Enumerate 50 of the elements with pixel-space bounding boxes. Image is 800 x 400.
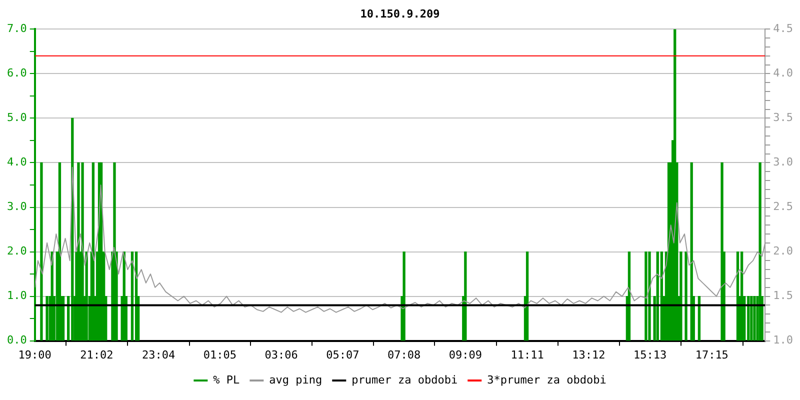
y2-tick-label: 3.0 [773, 156, 794, 169]
y2-tick-label: 4.0 [773, 66, 794, 80]
y-tick-label: 7.0 [6, 22, 27, 36]
y-tick-label: 6.0 [6, 66, 27, 80]
bar [402, 251, 406, 341]
x-tick-label: 19:00 [18, 348, 52, 362]
bar [40, 162, 43, 341]
y2-tick-label: 2.5 [773, 200, 794, 214]
x-tick-label: 17:15 [695, 348, 728, 362]
bar [758, 162, 762, 341]
y2-tick-label: 1.5 [773, 289, 794, 302]
y-tick-label: 1.0 [6, 289, 27, 302]
y2-tick-label: 2.0 [773, 244, 794, 258]
bar [648, 251, 651, 341]
x-tick-label: 01:05 [203, 348, 237, 362]
y2-tick-label: 1.0 [773, 334, 794, 347]
y-tick-label: 4.0 [6, 156, 27, 169]
x-tick-label: 23:04 [142, 348, 176, 362]
bar [644, 251, 648, 341]
bar [750, 296, 753, 341]
y2-tick-label: 3.5 [773, 111, 794, 124]
y-tick-label: 5.0 [6, 111, 27, 124]
x-tick-label: 09:09 [448, 348, 482, 362]
bar [113, 162, 116, 341]
bar [77, 162, 80, 341]
x-tick-label: 13:12 [572, 348, 606, 362]
bar [81, 162, 84, 341]
bar [464, 251, 467, 341]
y-tick-label: 3.0 [6, 200, 27, 214]
legend-label: 3*prumer za obdobi [487, 373, 606, 386]
y-tick-label: 2.0 [6, 244, 27, 258]
legend-label: avg ping [269, 373, 322, 386]
y2-tick-label: 4.5 [773, 22, 794, 36]
x-tick-label: 07:08 [387, 348, 421, 362]
bar [753, 296, 756, 341]
bar [656, 251, 659, 341]
bar [740, 251, 744, 341]
bar [526, 251, 529, 341]
x-tick-label: 05:07 [326, 348, 360, 362]
bar [684, 251, 688, 341]
bar [46, 296, 48, 341]
y-tick-label: 0.0 [6, 334, 27, 347]
chart-title: 10.150.9.209 [360, 7, 440, 20]
x-tick-label: 11:11 [510, 348, 544, 362]
legend-label: % PL [213, 373, 240, 386]
x-tick-label: 15:13 [633, 348, 667, 362]
x-tick-label: 03:06 [264, 348, 298, 362]
bar [720, 162, 724, 341]
legend-label: prumer za obdobi [352, 373, 458, 386]
x-tick-label: 21:02 [80, 348, 114, 362]
